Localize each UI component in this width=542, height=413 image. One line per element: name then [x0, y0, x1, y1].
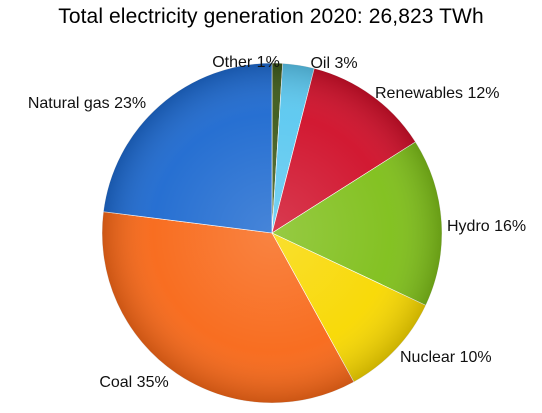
slice-label-natural-gas: Natural gas 23% — [28, 95, 146, 112]
slice-label-coal: Coal 35% — [99, 374, 168, 391]
pie-slice-natural-gas — [103, 62, 273, 234]
slice-label-other: Other 1% — [212, 54, 280, 71]
chart-title: Total electricity generation 2020: 26,82… — [58, 5, 484, 28]
slice-label-renewables: Renewables 12% — [375, 85, 500, 102]
slice-label-oil: Oil 3% — [310, 55, 357, 72]
slice-label-nuclear: Nuclear 10% — [400, 349, 492, 366]
pie-slices — [101, 62, 443, 404]
slice-label-hydro: Hydro 16% — [447, 218, 526, 235]
pie-labels: Other 1% Oil 3% Renewables 12% Hydro 16% Nuc… — [28, 54, 526, 391]
